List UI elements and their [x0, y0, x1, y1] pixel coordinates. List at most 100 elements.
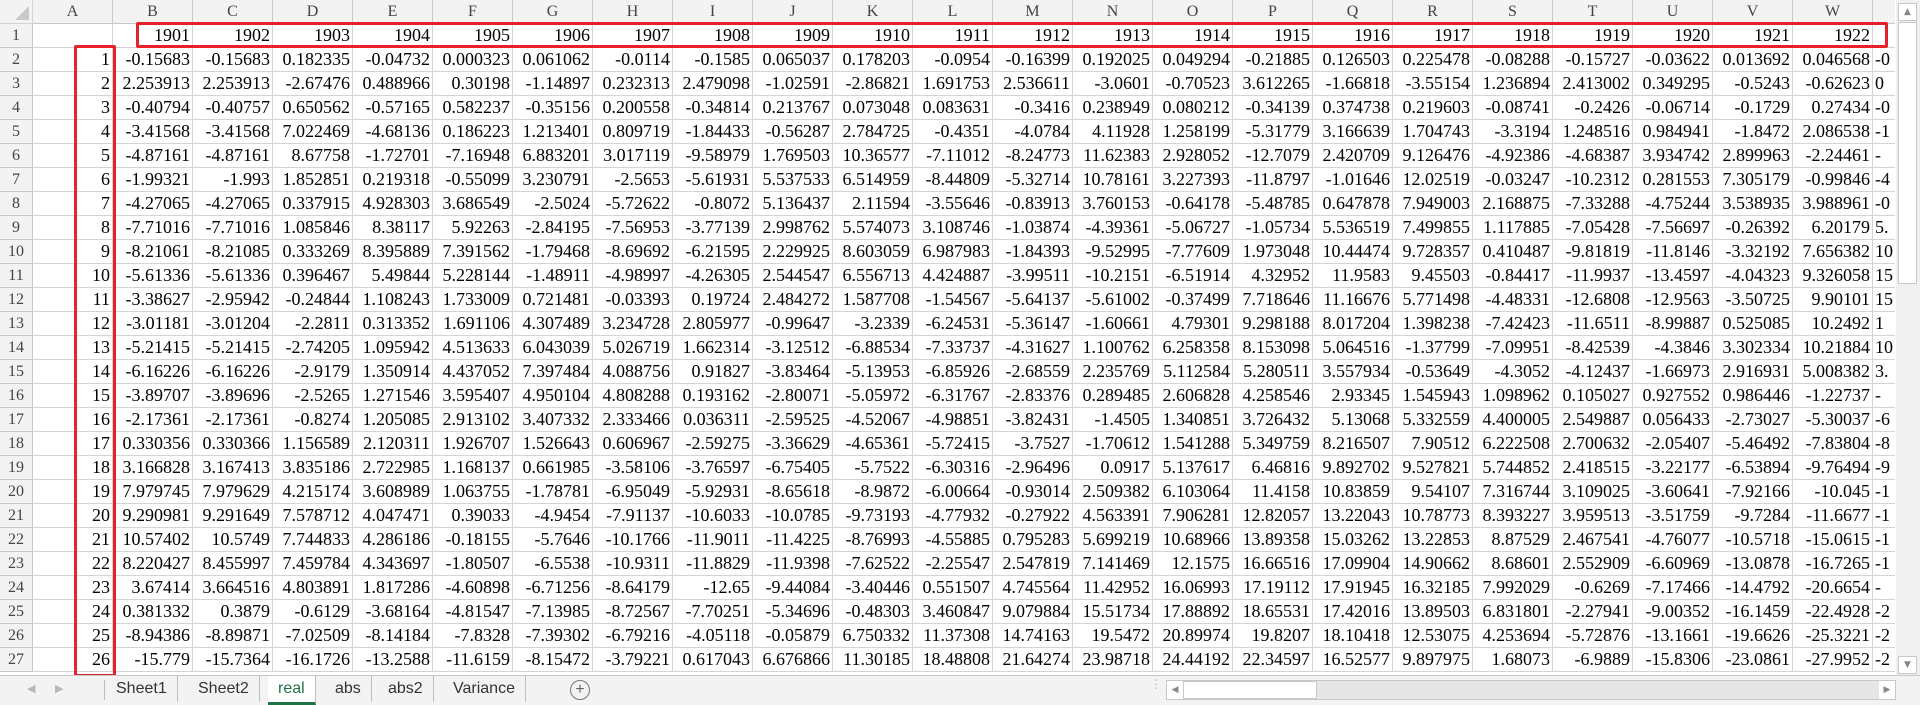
data-cell[interactable]: 4.563391 [1073, 504, 1153, 528]
data-cell[interactable]: 8.395889 [353, 240, 433, 264]
data-cell[interactable]: 0.337915 [273, 192, 353, 216]
data-cell[interactable]: 6.750332 [833, 624, 913, 648]
data-cell[interactable]: 0.193162 [673, 384, 753, 408]
row-number[interactable]: 21 [0, 504, 33, 528]
data-cell[interactable]: 2.916931 [1713, 360, 1793, 384]
row-number[interactable]: 11 [0, 264, 33, 288]
data-cell[interactable]: 6.514959 [833, 168, 913, 192]
data-cell[interactable]: 2.547819 [993, 552, 1073, 576]
index-cell[interactable]: 20 [33, 504, 113, 528]
data-cell[interactable]: -4.92386 [1473, 144, 1553, 168]
data-cell[interactable]: -2.5024 [513, 192, 593, 216]
data-cell[interactable]: -3.7527 [993, 432, 1073, 456]
column-header-n[interactable]: N [1073, 0, 1153, 24]
year-header-cell[interactable]: 1919 [1553, 24, 1633, 48]
data-cell[interactable]: -3.40446 [833, 576, 913, 600]
data-cell[interactable]: 5.332559 [1393, 408, 1473, 432]
data-cell[interactable]: 2.11594 [833, 192, 913, 216]
data-cell[interactable]: 12.1575 [1153, 552, 1233, 576]
data-cell[interactable]: -6.9889 [1553, 648, 1633, 672]
data-cell[interactable]: -10.9311 [593, 552, 673, 576]
year-header-cell[interactable]: 1913 [1073, 24, 1153, 48]
data-cell[interactable]: 0.186223 [433, 120, 513, 144]
data-cell[interactable]: -3.60641 [1633, 480, 1713, 504]
data-cell[interactable]: 0.0917 [1073, 456, 1153, 480]
column-header-j[interactable]: J [753, 0, 833, 24]
data-cell[interactable]: -4.52067 [833, 408, 913, 432]
data-cell[interactable]: -1.05734 [1233, 216, 1313, 240]
row-number[interactable]: 25 [0, 600, 33, 624]
data-cell[interactable]: -12.6808 [1553, 288, 1633, 312]
data-cell-partial[interactable]: 1 [1873, 312, 1895, 336]
data-cell[interactable]: 9.897975 [1393, 648, 1473, 672]
data-cell[interactable]: 1.085846 [273, 216, 353, 240]
data-cell[interactable]: -11.6511 [1553, 312, 1633, 336]
data-cell[interactable]: -5.7646 [513, 528, 593, 552]
data-cell[interactable]: -4.68136 [353, 120, 433, 144]
data-cell[interactable]: 7.459784 [273, 552, 353, 576]
column-header-i[interactable]: I [673, 0, 753, 24]
data-cell[interactable]: 10.2492 [1793, 312, 1873, 336]
data-cell[interactable]: -9.7284 [1713, 504, 1793, 528]
data-cell[interactable]: 0.330356 [113, 432, 193, 456]
data-cell[interactable]: -10.2312 [1553, 168, 1633, 192]
data-cell[interactable]: 3.67414 [113, 576, 193, 600]
data-cell[interactable]: -0.40757 [193, 96, 273, 120]
data-cell[interactable]: -9.76494 [1793, 456, 1873, 480]
year-header-cell[interactable]: 1908 [673, 24, 753, 48]
data-cell-partial[interactable]: -1 [1873, 120, 1895, 144]
row-number[interactable]: 14 [0, 336, 33, 360]
data-cell[interactable]: 3.166828 [113, 456, 193, 480]
data-cell[interactable]: -2.74205 [273, 336, 353, 360]
row-number[interactable]: 2 [0, 48, 33, 72]
data-cell[interactable]: 8.87529 [1473, 528, 1553, 552]
data-cell[interactable]: 5.026719 [593, 336, 673, 360]
data-cell[interactable]: 17.91945 [1313, 576, 1393, 600]
data-cell[interactable]: 1.973048 [1233, 240, 1313, 264]
data-cell[interactable]: -5.06727 [1153, 216, 1233, 240]
data-cell[interactable]: -2.59275 [673, 432, 753, 456]
data-cell[interactable]: -7.70251 [673, 600, 753, 624]
index-cell[interactable]: 7 [33, 192, 113, 216]
data-cell[interactable]: 3.686549 [433, 192, 513, 216]
data-cell[interactable]: -4.55885 [913, 528, 993, 552]
data-cell[interactable]: 0.313352 [353, 312, 433, 336]
data-cell[interactable]: 1.817286 [353, 576, 433, 600]
data-cell[interactable]: 9.298188 [1233, 312, 1313, 336]
data-cell[interactable]: 2.086538 [1793, 120, 1873, 144]
select-all-corner[interactable] [0, 0, 33, 24]
triangle-right-icon[interactable]: ▶ [55, 683, 64, 695]
data-cell[interactable]: -5.48785 [1233, 192, 1313, 216]
data-cell[interactable]: 10.68966 [1153, 528, 1233, 552]
row-number[interactable]: 10 [0, 240, 33, 264]
data-cell[interactable]: -1.22737 [1793, 384, 1873, 408]
data-cell[interactable]: -2.95942 [193, 288, 273, 312]
data-cell[interactable]: 5.771498 [1393, 288, 1473, 312]
data-cell[interactable]: -16.1726 [273, 648, 353, 672]
data-cell[interactable]: -0.35156 [513, 96, 593, 120]
data-cell[interactable]: -3.41568 [193, 120, 273, 144]
data-cell-partial[interactable]: - [1873, 144, 1895, 168]
data-cell[interactable]: -20.6654 [1793, 576, 1873, 600]
index-cell[interactable]: 3 [33, 96, 113, 120]
data-cell[interactable]: 0.984941 [1633, 120, 1713, 144]
column-header-k[interactable]: K [833, 0, 913, 24]
index-cell[interactable]: 14 [33, 360, 113, 384]
index-cell[interactable]: 9 [33, 240, 113, 264]
data-cell[interactable]: -0.26392 [1713, 216, 1793, 240]
plus-circle-icon[interactable]: + [570, 680, 590, 700]
data-cell[interactable]: -8.44809 [913, 168, 993, 192]
data-cell[interactable]: 0.30198 [433, 72, 513, 96]
data-cell[interactable]: 5.112584 [1153, 360, 1233, 384]
data-cell[interactable]: -7.77609 [1153, 240, 1233, 264]
data-cell[interactable]: -22.4928 [1793, 600, 1873, 624]
data-cell[interactable]: -6.88534 [833, 336, 913, 360]
data-cell-partial[interactable]: 3. [1873, 360, 1895, 384]
data-cell[interactable]: -4.98997 [593, 264, 673, 288]
data-cell[interactable]: -2.5653 [593, 168, 673, 192]
data-cell[interactable]: 5.536519 [1313, 216, 1393, 240]
data-cell[interactable]: 8.393227 [1473, 504, 1553, 528]
data-cell[interactable]: -12.7079 [1233, 144, 1313, 168]
data-cell[interactable]: -10.2151 [1073, 264, 1153, 288]
column-header-c[interactable]: C [193, 0, 273, 24]
